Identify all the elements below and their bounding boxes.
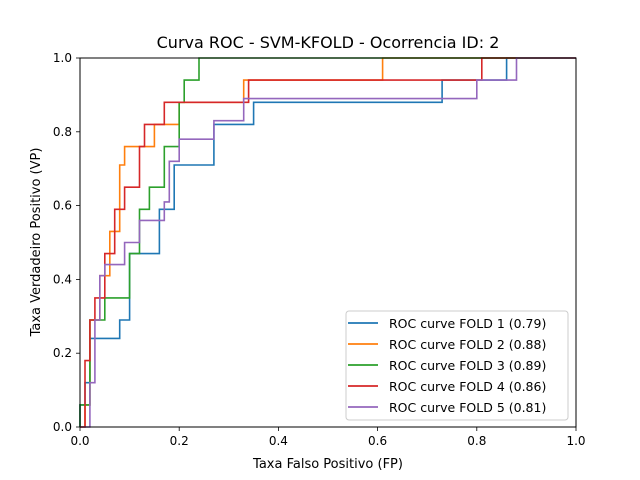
x-tick-label: 0.8: [467, 434, 486, 448]
axes-frame: [79, 57, 577, 428]
x-tick-label: 1.0: [566, 434, 585, 448]
roc-line-fold-4: [80, 57, 576, 428]
legend-label-fold-5: ROC curve FOLD 5 (0.81): [389, 400, 546, 415]
legend-label-fold-4: ROC curve FOLD 4 (0.86): [389, 379, 546, 394]
x-tick-label: 0.4: [269, 434, 288, 448]
y-tick-label: 0.0: [53, 420, 72, 434]
roc-line-fold-1: [79, 57, 576, 427]
x-tick-label: 0.6: [368, 434, 387, 448]
legend: ROC curve FOLD 1 (0.79) ROC curve FOLD 2 …: [345, 310, 569, 421]
chart-title: Curva ROC - SVM-KFOLD - Ocorrencia ID: 2: [157, 33, 500, 52]
x-tick-label: 0.2: [170, 434, 189, 448]
y-tick-label: 1.0: [53, 51, 72, 65]
legend-label-fold-1: ROC curve FOLD 1 (0.79): [389, 316, 546, 331]
series-layer: [79, 57, 576, 428]
y-tick-label: 0.4: [53, 272, 72, 286]
x-axis-label: Taxa Falso Positivo (FP): [252, 457, 403, 472]
legend-label-fold-2: ROC curve FOLD 2 (0.88): [389, 337, 546, 352]
y-tick-label: 0.2: [53, 346, 72, 360]
y-tick-label: 0.6: [53, 199, 72, 213]
x-axis-ticks: 0.0 0.2 0.4 0.6 0.8 1.0: [70, 427, 586, 448]
y-axis-ticks: 0.0 0.2 0.4 0.6 0.8 1.0: [53, 51, 80, 434]
x-tick-label: 0.0: [70, 434, 89, 448]
legend-label-fold-3: ROC curve FOLD 3 (0.89): [389, 358, 546, 373]
legend-items: ROC curve FOLD 1 (0.79) ROC curve FOLD 2 …: [348, 316, 546, 415]
y-axis-label: Taxa Verdadeiro Positivo (VP): [29, 148, 44, 338]
y-tick-label: 0.8: [53, 125, 72, 139]
legend-box: [345, 310, 569, 421]
roc-line-fold-5: [80, 57, 576, 428]
